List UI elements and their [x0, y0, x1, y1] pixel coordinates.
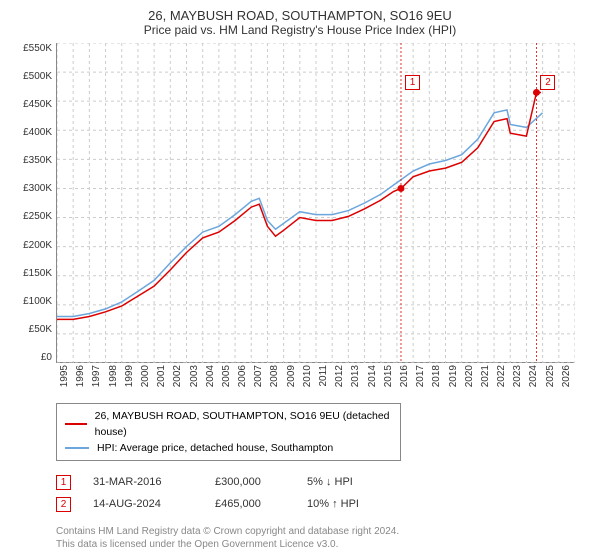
transaction-diff: 5% ↓ HPI — [307, 471, 397, 493]
y-tick-label: £500K — [23, 71, 52, 82]
footer-line-2: This data is licensed under the Open Gov… — [56, 538, 584, 551]
legend-label: 26, MAYBUSH ROAD, SOUTHAMPTON, SO16 9EU … — [95, 408, 392, 440]
y-axis: £550K £500K £450K £400K £350K £300K £250K £200K… — [16, 43, 56, 363]
x-tick-label: 2016 — [399, 365, 410, 387]
x-tick-label: 2006 — [237, 365, 248, 387]
x-tick-label: 2026 — [561, 365, 572, 387]
x-tick-label: 2020 — [464, 365, 475, 387]
x-tick-label: 2003 — [189, 365, 200, 387]
y-tick-label: £250K — [23, 211, 52, 222]
x-tick-label: 1999 — [124, 365, 135, 387]
x-tick-label: 2000 — [140, 365, 151, 387]
x-tick-label: 2021 — [480, 365, 491, 387]
x-tick-label: 2005 — [221, 365, 232, 387]
transaction-row: 1 31-MAR-2016 £300,000 5% ↓ HPI — [56, 471, 584, 493]
x-tick-label: 2015 — [383, 365, 394, 387]
transaction-price: £300,000 — [215, 471, 285, 493]
x-tick-label: 2025 — [545, 365, 556, 387]
x-tick-label: 2023 — [512, 365, 523, 387]
transaction-marker-1: 1 — [405, 75, 420, 90]
x-tick-label: 1996 — [75, 365, 86, 387]
x-tick-label: 2024 — [528, 365, 539, 387]
y-tick-label: £550K — [23, 43, 52, 54]
x-tick-label: 2013 — [350, 365, 361, 387]
x-tick-label: 2007 — [253, 365, 264, 387]
transaction-date: 14-AUG-2024 — [93, 493, 193, 515]
y-tick-label: £400K — [23, 127, 52, 138]
x-tick-label: 2022 — [496, 365, 507, 387]
x-tick-label: 2002 — [172, 365, 183, 387]
x-tick-label: 2001 — [156, 365, 167, 387]
y-tick-label: £200K — [23, 240, 52, 251]
transaction-row: 2 14-AUG-2024 £465,000 10% ↑ HPI — [56, 493, 584, 515]
legend-row: 26, MAYBUSH ROAD, SOUTHAMPTON, SO16 9EU … — [65, 408, 392, 440]
x-tick-label: 2012 — [334, 365, 345, 387]
chart-subtitle: Price paid vs. HM Land Registry's House … — [16, 23, 584, 37]
transaction-date: 31-MAR-2016 — [93, 471, 193, 493]
transaction-marker-cell: 2 — [56, 497, 71, 512]
x-tick-label: 1997 — [91, 365, 102, 387]
transaction-marker-2: 2 — [540, 75, 555, 90]
x-tick-label: 2018 — [431, 365, 442, 387]
chart-legend: 26, MAYBUSH ROAD, SOUTHAMPTON, SO16 9EU … — [56, 403, 401, 461]
chart-title: 26, MAYBUSH ROAD, SOUTHAMPTON, SO16 9EU — [16, 8, 584, 23]
y-tick-label: £0 — [41, 352, 52, 363]
x-tick-label: 2004 — [205, 365, 216, 387]
x-axis: 1995 1996 1997 1998 1999 2000 2001 2002 2003 2004… — [56, 363, 574, 397]
x-tick-label: 2011 — [318, 365, 329, 387]
x-tick-label: 2014 — [367, 365, 378, 387]
legend-swatch — [65, 423, 87, 425]
transaction-marker-cell: 1 — [56, 475, 71, 490]
transaction-price: £465,000 — [215, 493, 285, 515]
x-tick-label: 2009 — [286, 365, 297, 387]
y-tick-label: £100K — [23, 296, 52, 307]
legend-label: HPI: Average price, detached house, Sout… — [97, 440, 333, 456]
y-tick-label: £50K — [29, 324, 52, 335]
chart-plot-area: 12 — [56, 43, 574, 363]
x-tick-label: 1998 — [108, 365, 119, 387]
x-tick-label: 2008 — [269, 365, 280, 387]
y-tick-label: £450K — [23, 99, 52, 110]
legend-swatch — [65, 447, 89, 449]
transaction-diff: 10% ↑ HPI — [307, 493, 397, 515]
transaction-table: 1 31-MAR-2016 £300,000 5% ↓ HPI 2 14-AUG-2024… — [56, 471, 584, 515]
x-tick-label: 1995 — [59, 365, 70, 387]
footer-attribution: Contains HM Land Registry data © Crown c… — [56, 525, 584, 551]
y-tick-label: £350K — [23, 155, 52, 166]
x-tick-label: 2017 — [415, 365, 426, 387]
y-tick-label: £150K — [23, 268, 52, 279]
x-tick-label: 2019 — [448, 365, 459, 387]
y-tick-label: £300K — [23, 183, 52, 194]
x-tick-label: 2010 — [302, 365, 313, 387]
legend-row: HPI: Average price, detached house, Sout… — [65, 440, 392, 456]
footer-line-1: Contains HM Land Registry data © Crown c… — [56, 525, 584, 538]
